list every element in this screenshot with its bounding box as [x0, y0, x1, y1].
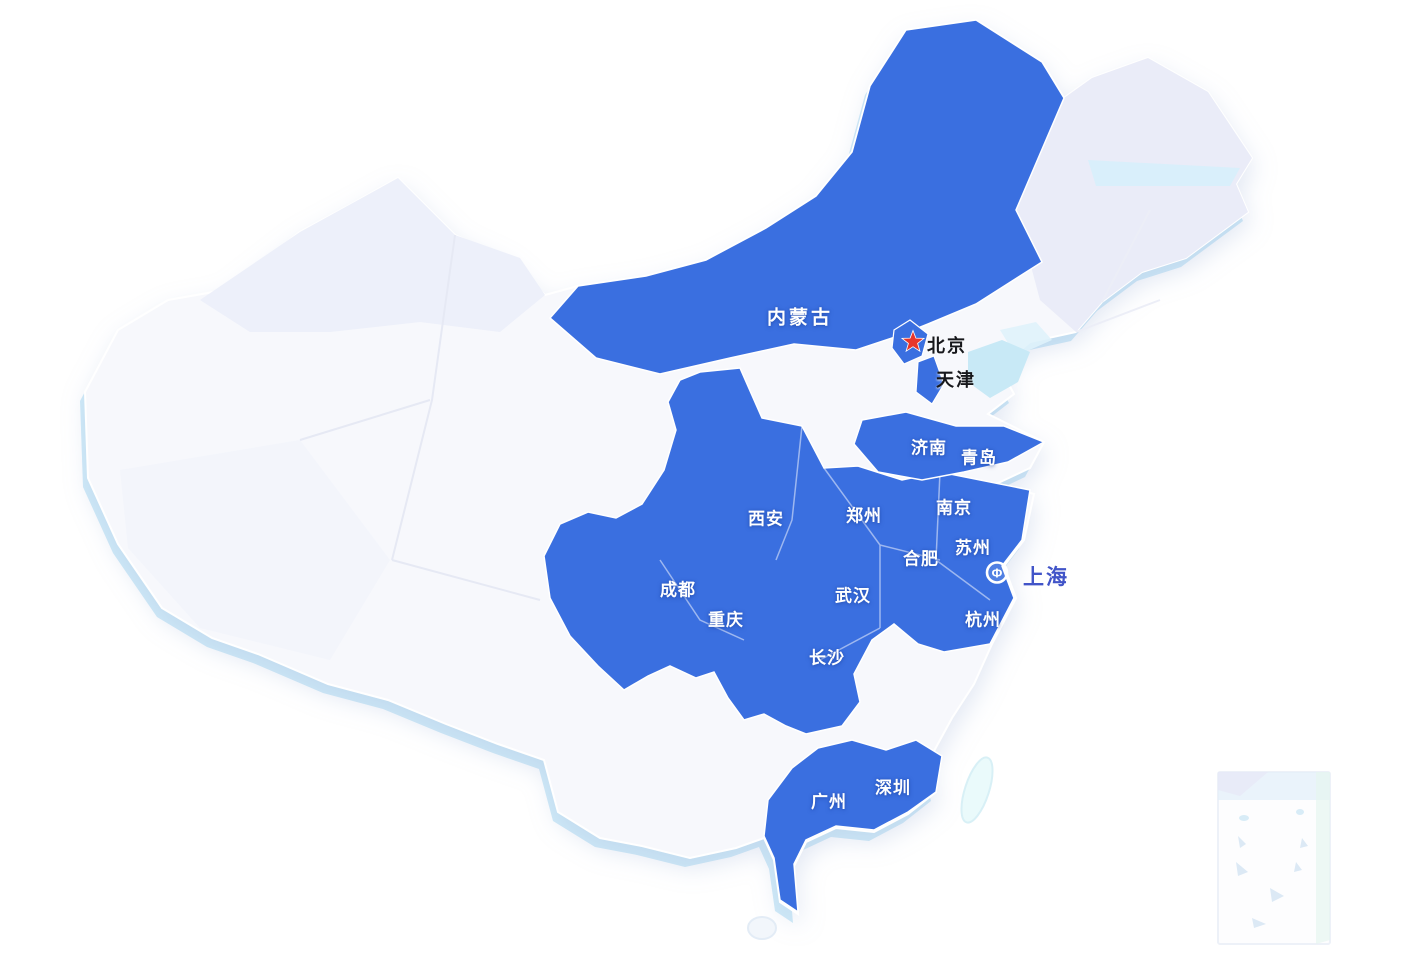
label-wuhan[interactable]: 武汉: [835, 586, 871, 606]
taiwan-island: [960, 756, 994, 824]
label-beijing[interactable]: 北京: [927, 336, 967, 356]
label-hangzhou[interactable]: 杭州: [965, 610, 1001, 630]
northeast-cyan-streak: [1088, 160, 1240, 186]
tibet-tint: [120, 440, 390, 660]
blue-internal-borders: [659, 425, 991, 661]
label-suzhou[interactable]: 苏州: [955, 538, 991, 558]
heilongjiang-tint: [1016, 58, 1252, 332]
label-tianjin[interactable]: 天津: [936, 370, 976, 390]
label-shenzhen[interactable]: 深圳: [875, 778, 911, 798]
red-star-icon: [900, 329, 926, 360]
label-guangzhou[interactable]: 广州: [811, 792, 847, 812]
province-border-west: [299, 234, 541, 601]
label-inner-mongolia[interactable]: 内蒙古: [766, 307, 834, 329]
region-shandong[interactable]: [853, 411, 1046, 481]
xinjiang-tint: [200, 178, 545, 332]
label-changsha[interactable]: 长沙: [809, 648, 845, 668]
label-nanjing[interactable]: 南京: [936, 498, 972, 518]
svg-text:Φ: Φ: [992, 566, 1003, 581]
region-inner-mongolia[interactable]: [548, 19, 1065, 375]
province-border-northeast: [1075, 209, 1161, 333]
region-tianjin[interactable]: [915, 355, 945, 405]
label-chengdu[interactable]: 成都: [660, 580, 696, 600]
label-hefei[interactable]: 合肥: [903, 549, 939, 569]
bohai-bay-patch: [968, 340, 1030, 398]
label-qingdao[interactable]: 青岛: [961, 448, 997, 468]
metro-logo-icon[interactable]: Φ: [984, 560, 1010, 591]
label-zhengzhou[interactable]: 郑州: [846, 506, 882, 526]
label-xian[interactable]: 西安: [748, 509, 784, 529]
hainan-island: [747, 916, 777, 940]
label-shanghai[interactable]: 上海: [1023, 566, 1069, 589]
region-guangdong[interactable]: [763, 739, 943, 914]
label-chongqing[interactable]: 重庆: [708, 610, 744, 630]
south-china-sea-inset: [1217, 771, 1331, 945]
label-jinan[interactable]: 济南: [911, 438, 947, 458]
